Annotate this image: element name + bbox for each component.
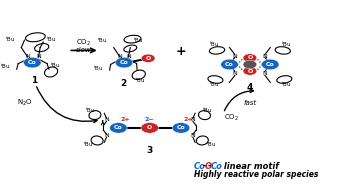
Text: fast: fast xyxy=(243,100,257,106)
Text: N: N xyxy=(262,53,267,59)
Text: $^t$Bu: $^t$Bu xyxy=(98,36,108,45)
Text: 2: 2 xyxy=(120,79,126,88)
Text: $^t$Bu: $^t$Bu xyxy=(208,80,219,89)
Text: N: N xyxy=(36,54,41,60)
Text: 4: 4 xyxy=(247,83,253,92)
Text: +: + xyxy=(176,45,186,58)
FancyArrowPatch shape xyxy=(224,89,253,111)
Circle shape xyxy=(115,57,133,68)
Text: Co: Co xyxy=(266,62,275,67)
Circle shape xyxy=(141,123,158,133)
Text: N: N xyxy=(233,53,237,59)
Text: N$_2$O: N$_2$O xyxy=(17,98,32,108)
Text: $^t$Bu: $^t$Bu xyxy=(85,106,96,115)
Text: O: O xyxy=(247,69,253,74)
Text: N: N xyxy=(104,133,109,138)
Text: N: N xyxy=(262,71,267,76)
Text: linear motif: linear motif xyxy=(221,162,279,171)
Text: $^t$Bu: $^t$Bu xyxy=(202,106,213,115)
Circle shape xyxy=(261,59,279,70)
Text: Co: Co xyxy=(114,125,123,130)
Text: N: N xyxy=(191,133,195,138)
Text: 2−: 2− xyxy=(145,117,155,122)
Text: Co: Co xyxy=(211,162,223,171)
Text: N: N xyxy=(25,54,30,60)
Text: $^t$Bu: $^t$Bu xyxy=(135,76,145,85)
Text: -: - xyxy=(203,162,206,171)
Text: CO$_2$: CO$_2$ xyxy=(76,38,92,48)
Circle shape xyxy=(141,54,155,62)
Text: $^t$Bu: $^t$Bu xyxy=(134,36,144,45)
Text: Co: Co xyxy=(120,60,128,65)
Text: N: N xyxy=(104,117,109,122)
Text: slow: slow xyxy=(76,47,92,53)
Text: 2+: 2+ xyxy=(120,117,130,122)
Text: $^t$Bu: $^t$Bu xyxy=(5,35,16,44)
Text: O: O xyxy=(205,162,212,171)
Text: N: N xyxy=(118,54,122,60)
Text: $^t$Bu: $^t$Bu xyxy=(46,35,56,44)
Circle shape xyxy=(23,57,41,68)
Circle shape xyxy=(172,123,190,133)
Text: O: O xyxy=(145,56,151,61)
Circle shape xyxy=(243,60,257,69)
Circle shape xyxy=(243,67,257,75)
Text: $^t$Bu: $^t$Bu xyxy=(93,64,103,73)
Text: $^t$Bu: $^t$Bu xyxy=(0,62,11,71)
Circle shape xyxy=(243,54,257,62)
Text: $^t$Bu: $^t$Bu xyxy=(50,61,60,70)
Text: O: O xyxy=(147,125,152,130)
Text: N: N xyxy=(191,117,195,122)
Text: Co: Co xyxy=(28,60,37,65)
FancyArrowPatch shape xyxy=(37,87,97,123)
Text: 1: 1 xyxy=(31,76,37,85)
Text: Co: Co xyxy=(225,62,234,67)
Circle shape xyxy=(109,123,127,133)
Text: O: O xyxy=(247,55,253,60)
Text: -: - xyxy=(208,162,212,171)
Text: $^t$Bu: $^t$Bu xyxy=(83,140,94,149)
Circle shape xyxy=(221,59,238,70)
Text: CO$_2$: CO$_2$ xyxy=(223,113,239,123)
Text: Highly reactive polar species: Highly reactive polar species xyxy=(194,170,318,179)
Text: 2+: 2+ xyxy=(183,117,193,122)
Text: Co: Co xyxy=(177,125,185,130)
Text: 3: 3 xyxy=(146,146,153,155)
Text: $^t$Bu: $^t$Bu xyxy=(281,40,291,49)
Text: $^t$Bu: $^t$Bu xyxy=(208,40,219,49)
Text: N: N xyxy=(126,54,131,60)
Text: Co: Co xyxy=(194,162,205,171)
Text: $^t$Bu: $^t$Bu xyxy=(205,140,216,149)
Text: N: N xyxy=(233,71,237,76)
Text: $^t$Bu: $^t$Bu xyxy=(281,80,291,89)
